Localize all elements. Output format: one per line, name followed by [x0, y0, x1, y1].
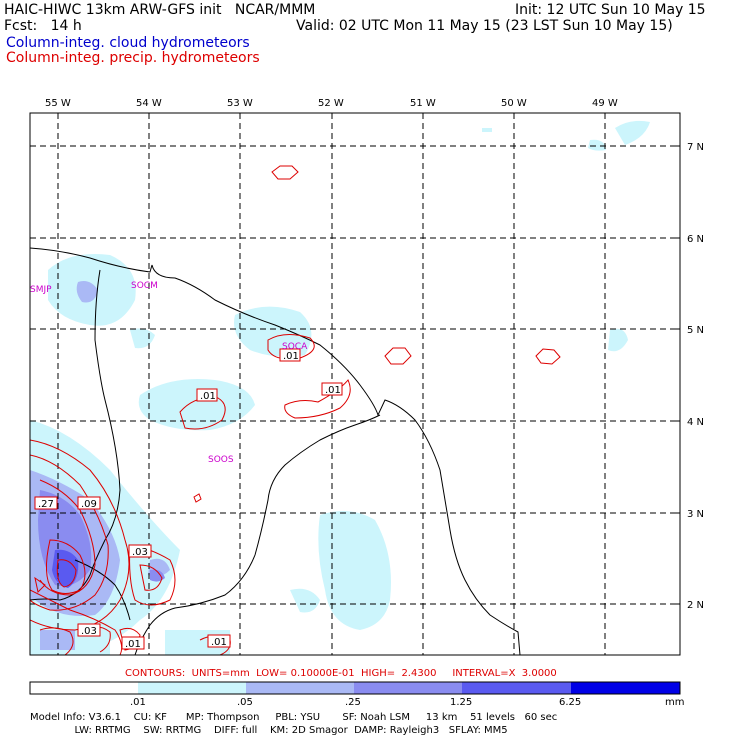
colorbar-tick: .25 — [345, 697, 361, 708]
svg-text:.01: .01 — [283, 351, 299, 362]
svg-text:.03: .03 — [81, 626, 97, 637]
colorbar — [29, 681, 681, 695]
lat-label: 3 N — [687, 509, 704, 520]
model-info-line2: LW: RRTMG SW: RRTMG DIFF: full KM: 2D Sm… — [30, 725, 508, 736]
colorbar-swatch — [246, 682, 354, 694]
colorbar-tick: .01 — [130, 697, 146, 708]
contour-label: .01 — [196, 388, 218, 402]
init-time: Init: 12 UTC Sun 10 May 15 — [515, 2, 706, 18]
colorbar-tick: 1.25 — [450, 697, 473, 708]
station-label: SMJP — [30, 285, 52, 295]
svg-text:.01: .01 — [211, 637, 227, 648]
svg-text:.03: .03 — [132, 547, 148, 558]
model-info-line1: Model Info: V3.6.1 CU: KF MP: Thompson P… — [30, 712, 558, 723]
contour-label: .03 — [77, 623, 101, 637]
station-label: SOOS — [208, 455, 234, 465]
legend-cloud: Column-integ. cloud hydrometeors — [6, 35, 250, 51]
contour-label: .03 — [128, 544, 152, 558]
contour-label: .09 — [77, 496, 101, 510]
contour-label: .01 — [321, 382, 343, 396]
station-labels: SMJP SOCM SOCA SOOS — [30, 281, 308, 465]
contour-label: .01 — [121, 636, 145, 650]
lon-label: 49 W — [592, 98, 618, 109]
latitude-labels: 7 N 6 N 5 N 4 N 3 N 2 N — [687, 142, 704, 611]
legend-precip: Column-integ. precip. hydrometeors — [6, 50, 260, 66]
colorbar-units: mm — [665, 697, 685, 708]
lon-label: 52 W — [318, 98, 344, 109]
colorbar-tick: 6.25 — [559, 697, 582, 708]
svg-text:.01: .01 — [325, 385, 341, 396]
lat-label: 6 N — [687, 234, 704, 245]
colorbar-swatch — [30, 682, 138, 694]
lat-label: 2 N — [687, 600, 704, 611]
lat-label: 7 N — [687, 142, 704, 153]
lon-label: 50 W — [501, 98, 527, 109]
svg-text:.01: .01 — [200, 391, 216, 402]
colorbar-swatch — [354, 682, 462, 694]
lon-label: 53 W — [227, 98, 253, 109]
colorbar-swatch — [571, 682, 680, 694]
plot-frame — [29, 112, 681, 656]
plot-title: HAIC-HIWC 13km ARW-GFS init NCAR/MMM — [4, 2, 316, 18]
colorbar-swatch — [462, 682, 571, 694]
lat-label: 5 N — [687, 325, 704, 336]
valid-time: Valid: 02 UTC Mon 11 May 15 (23 LST Sun … — [296, 18, 673, 34]
colorbar-swatch — [138, 682, 246, 694]
colorbar-tick: .05 — [237, 697, 253, 708]
svg-text:.27: .27 — [38, 499, 54, 510]
lon-label: 54 W — [136, 98, 162, 109]
forecast-hour: Fcst: 14 h — [4, 18, 82, 34]
tick-marks — [57, 113, 680, 605]
contour-label: .27 — [34, 496, 58, 510]
longitude-labels: 55 W 54 W 53 W 52 W 51 W 50 W 49 W — [45, 98, 618, 109]
lon-label: 51 W — [410, 98, 436, 109]
hydrometeor-fill — [30, 120, 650, 655]
lat-label: 4 N — [687, 417, 704, 428]
lon-label: 55 W — [45, 98, 71, 109]
contour-label: .01 — [207, 634, 231, 648]
contour-label: .01 — [279, 348, 301, 362]
svg-text:.09: .09 — [81, 499, 97, 510]
svg-text:.01: .01 — [125, 639, 141, 650]
station-label: SOCM — [131, 281, 158, 291]
station-label: SOCA — [282, 342, 308, 352]
contour-labels: .01 .01 .01 .27 .09 .03 .03 .01 — [34, 348, 343, 650]
lat-lon-grid — [30, 113, 680, 655]
contours-info: CONTOURS: UNITS=mm LOW= 0.10000E-01 HIGH… — [125, 668, 557, 679]
coastline — [30, 247, 521, 655]
